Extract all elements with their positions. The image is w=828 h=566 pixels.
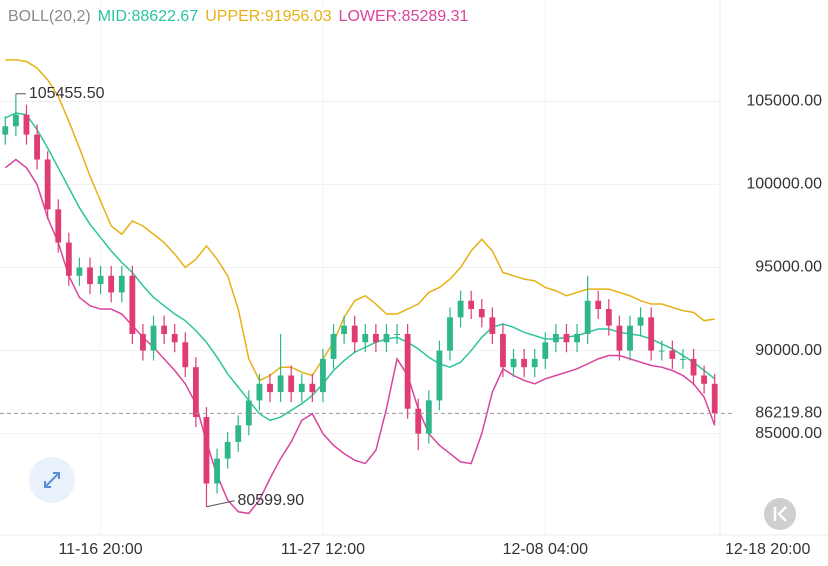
candle-body xyxy=(87,267,93,285)
candle-body xyxy=(669,350,676,359)
candle-body xyxy=(203,417,210,484)
candle-body xyxy=(309,383,316,393)
x-tick-label: 11-16 20:00 xyxy=(58,541,142,558)
candle-body xyxy=(288,375,295,393)
candle-body xyxy=(277,375,284,393)
legend-item: LOWER:85289.31 xyxy=(338,8,469,25)
candle-body xyxy=(383,333,390,343)
y-tick-label: 90000.00 xyxy=(755,342,822,359)
y-tick-label: 105000.00 xyxy=(746,93,822,110)
candle-body xyxy=(320,358,326,393)
x-tick-label: 12-18 20:00 xyxy=(725,541,811,558)
candle-body xyxy=(500,333,506,368)
scroll-to-latest-button[interactable] xyxy=(764,498,796,530)
min-price-label: 80599.90 xyxy=(237,492,304,509)
candle-body xyxy=(108,275,115,293)
candle-body xyxy=(690,358,697,376)
candle-body xyxy=(182,342,189,368)
candle-body xyxy=(118,275,125,293)
candle-body xyxy=(224,441,231,459)
candle-body xyxy=(76,267,83,276)
candle-body xyxy=(140,333,146,351)
candle-body xyxy=(521,358,528,368)
band-line xyxy=(4,112,716,422)
candle-body xyxy=(267,383,273,393)
candle-body xyxy=(468,300,475,310)
candle-body xyxy=(552,333,559,343)
candle-body xyxy=(595,300,602,310)
candle-body xyxy=(542,342,549,359)
band-line xyxy=(4,158,716,515)
candle-body xyxy=(23,114,30,135)
candle-body xyxy=(701,375,708,384)
candle-body xyxy=(351,325,358,343)
expand-button[interactable] xyxy=(29,457,75,503)
candle-body xyxy=(298,383,305,393)
indicator-name: BOLL(20,2) xyxy=(8,8,91,25)
candle-body xyxy=(605,309,612,326)
candle-body xyxy=(235,425,242,442)
candle-body xyxy=(563,333,570,343)
candle-body xyxy=(65,242,72,276)
y-tick-label: 95000.00 xyxy=(755,259,822,276)
candle-body xyxy=(192,367,199,418)
band-line xyxy=(5,59,715,382)
candle-body xyxy=(341,325,348,334)
candle-body xyxy=(404,333,411,409)
candle-body xyxy=(425,400,432,434)
indicator-legend: BOLL(20,2) MID:88622.67 UPPER:91956.03 LOWE… xyxy=(8,8,468,26)
candle-body xyxy=(394,333,400,335)
candle-body xyxy=(55,209,62,243)
candle-body xyxy=(584,300,591,334)
candle-body xyxy=(637,317,644,326)
min-pointer xyxy=(206,500,235,508)
legend-item: MID:88622.67 xyxy=(97,8,199,25)
candle-body xyxy=(531,358,538,368)
last-price-label: 86219.80 xyxy=(755,405,822,422)
candle-body xyxy=(372,333,379,343)
x-tick-label: 11-27 12:00 xyxy=(281,541,365,558)
candle-body xyxy=(362,333,369,343)
candle-body xyxy=(436,350,443,401)
candle-body xyxy=(34,134,40,160)
candle-body xyxy=(171,333,178,343)
candle-body xyxy=(648,317,655,351)
candle-body xyxy=(97,275,104,285)
last-price-bg xyxy=(736,403,822,424)
candle-body xyxy=(457,300,464,318)
candle-body xyxy=(447,317,453,351)
candle-body xyxy=(256,383,263,401)
candle-body xyxy=(214,458,220,484)
candle-body xyxy=(161,325,168,334)
candle-body xyxy=(129,275,136,334)
candle-body xyxy=(510,358,517,368)
candle-body xyxy=(44,159,51,210)
candle-body xyxy=(489,317,496,334)
candle-body xyxy=(627,325,633,351)
legend-item: UPPER:91956.03 xyxy=(205,8,332,25)
candle-body xyxy=(245,400,252,426)
candle-body xyxy=(330,333,337,359)
candle-body xyxy=(658,350,665,352)
candle-body xyxy=(680,358,686,360)
x-tick-label: 12-08 04:00 xyxy=(503,541,589,558)
candle-body xyxy=(711,383,718,414)
max-price-label: 105455.50 xyxy=(29,85,105,102)
candle-body xyxy=(616,325,623,351)
candle-body xyxy=(2,126,9,135)
y-tick-label: 85000.00 xyxy=(755,425,822,442)
candle-body xyxy=(415,408,422,434)
candle-body xyxy=(574,333,580,343)
candle-body xyxy=(12,114,19,127)
candle-body xyxy=(150,325,157,351)
y-tick-label: 100000.00 xyxy=(746,176,822,193)
candle-body xyxy=(478,309,485,318)
